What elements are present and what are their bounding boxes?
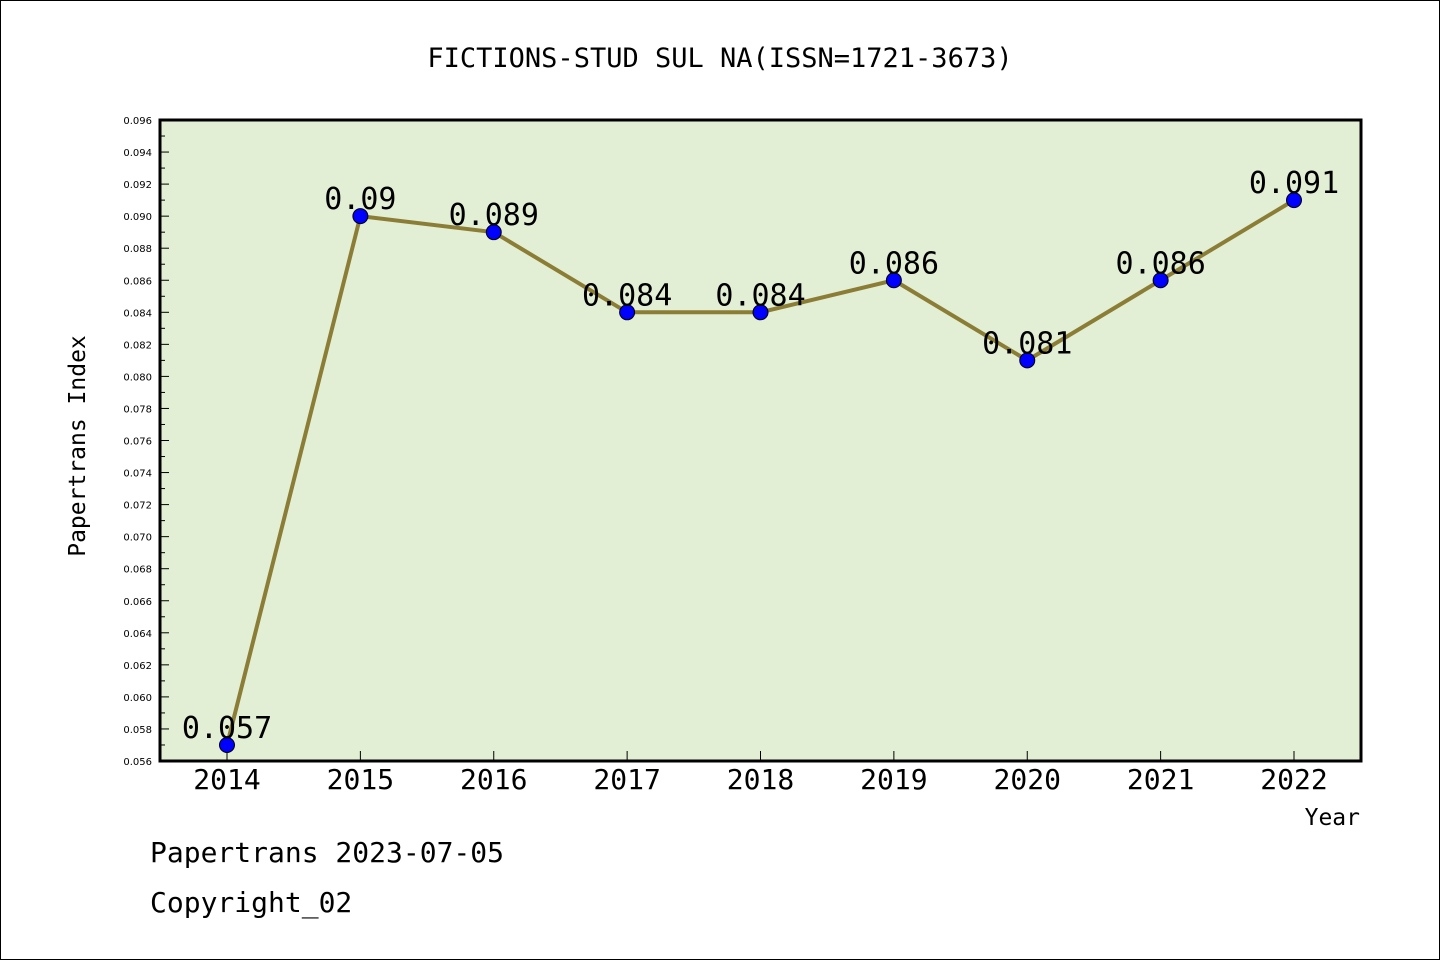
x-tick-label: 2017 [593,763,660,796]
data-label: 0.081 [982,326,1072,361]
x-axis: 2014 2015 2016 2017 2018 2019 2020 2021 2022 [193,751,1328,796]
y-tick-label: 0.086 [123,276,152,287]
y-tick-label: 0.080 [123,372,152,383]
data-label: 0.086 [849,246,939,281]
x-tick-label: 2021 [1127,763,1194,796]
y-tick-label: 0.082 [123,340,152,351]
data-point [752,304,769,321]
data-label: 0.086 [1115,246,1205,281]
footer-copyright: Copyright_02 [150,886,353,919]
data-label: 0.089 [449,198,539,233]
x-tick-label: 2018 [727,763,794,796]
x-tick-label: 2014 [193,763,260,796]
data-label: 0.09 [324,182,396,217]
series-points-group [219,192,1302,753]
x-tick-label: 2022 [1260,763,1327,796]
y-tick-label: 0.064 [123,629,152,640]
x-tick-label: 2019 [860,763,927,796]
data-point [1152,272,1169,289]
data-point [1019,352,1036,369]
data-label: 0.084 [582,278,672,313]
y-axis-title: Papertrans Index [65,335,91,557]
y-tick-label: 0.092 [123,180,152,191]
data-label: 0.057 [182,711,272,746]
y-tick-label: 0.072 [123,501,152,512]
y-tick-label: 0.084 [123,308,152,319]
y-tick-label: 0.056 [123,757,152,768]
data-labels-group: 0.057 0.09 0.089 0.084 0.084 0.086 0.081 0.086 0… [182,166,1339,746]
x-tick-label: 2020 [994,763,1061,796]
data-label: 0.091 [1249,166,1339,201]
data-point [352,208,369,225]
y-tick-label: 0.066 [123,597,152,608]
y-tick-label: 0.062 [123,661,152,672]
x-tick-label: 2015 [327,763,394,796]
y-axis: 0.056 0.058 0.060 0.062 0.064 0.066 0.068 0.070… [123,116,169,768]
data-label: 0.084 [715,278,805,313]
x-axis-title: Year [1305,805,1360,831]
chart-title: FICTIONS-STUD SUL NA(ISSN=1721-3673) [427,43,1012,74]
y-tick-label: 0.078 [123,404,152,415]
y-tick-label: 0.088 [123,244,152,255]
y-tick-label: 0.068 [123,565,152,576]
y-tick-label: 0.096 [123,116,152,127]
data-point [619,304,636,321]
y-tick-label: 0.090 [123,212,152,223]
y-tick-label: 0.074 [123,469,152,480]
data-point [885,272,902,289]
footer-date: Papertrans 2023-07-05 [150,836,505,869]
y-tick-label: 0.060 [123,693,152,704]
data-point [1286,192,1302,209]
y-tick-label: 0.058 [123,725,152,736]
y-tick-label: 0.094 [123,148,152,159]
y-tick-label: 0.070 [123,533,152,544]
plot-area [158,118,1363,763]
y-tick-label: 0.076 [123,437,152,448]
data-point [485,224,502,241]
x-tick-label: 2016 [460,763,527,796]
data-point [219,736,235,753]
